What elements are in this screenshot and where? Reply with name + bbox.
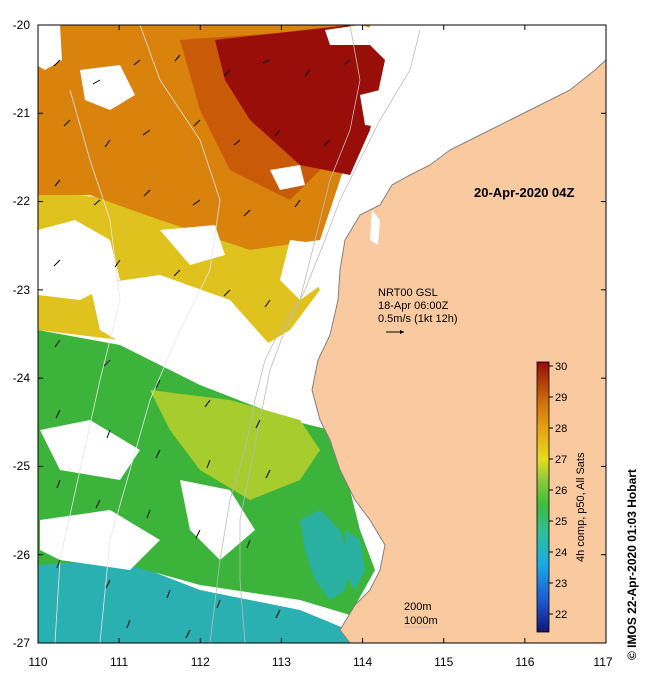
- current-scale-label: 0.5m/s (1kt 12h): [378, 313, 457, 325]
- coastline: [311, 59, 606, 643]
- current-time-label: 18-Apr 06:00Z: [378, 300, 449, 312]
- x-tick-label: 116: [515, 655, 534, 669]
- cloud-patch: [160, 225, 225, 265]
- shark-bay: [345, 530, 365, 590]
- sst-band-lime: [150, 390, 320, 500]
- y-tick-label: -20: [13, 18, 31, 32]
- depth-contour: [99, 25, 221, 643]
- y-tick-label: -24: [13, 371, 31, 385]
- y-tick-label: -25: [13, 459, 31, 473]
- cloud-patch: [80, 65, 135, 110]
- cloud-patch: [40, 420, 140, 480]
- depth-contour-label: 200m: [404, 601, 432, 613]
- colorbar-tick-label: 25: [555, 516, 567, 528]
- colorbar-title: 4h comp, p50, All Sats: [575, 452, 587, 562]
- colorbar-tick-label: 26: [555, 485, 567, 497]
- cloud-patch: [325, 25, 380, 45]
- depth-contour: [239, 29, 421, 643]
- y-tick-label: -21: [13, 106, 31, 120]
- cloud-patch: [38, 220, 120, 300]
- colorbar-tick-label: 30: [555, 361, 567, 373]
- shark-bay: [300, 510, 350, 600]
- land-mass: [312, 25, 606, 643]
- y-tick-label: -26: [13, 548, 31, 562]
- colorbar-tick-label: 24: [555, 547, 567, 559]
- cloud-patch: [360, 80, 440, 130]
- depth-contour: [54, 89, 121, 643]
- colorbar-tick-label: 27: [555, 454, 567, 466]
- depth-contour: [209, 25, 361, 643]
- y-tick-label: -23: [13, 283, 31, 297]
- sst-band-teal: [38, 555, 380, 643]
- sst-band-red: [215, 25, 385, 175]
- map-frame: [37, 24, 607, 644]
- x-tick-label: 114: [353, 655, 372, 669]
- x-tick-label: 111: [110, 655, 129, 669]
- depth-contour-label: 1000m: [404, 615, 438, 627]
- scale-arrow-icon: [386, 330, 404, 334]
- cloud-patch: [40, 510, 160, 570]
- colorbar-ticks: [549, 365, 553, 615]
- current-vectors: [53, 54, 351, 639]
- current-source-label: NRT00 GSL: [378, 287, 438, 299]
- axis-ticks: [37, 24, 607, 644]
- cloud-patch: [180, 480, 255, 560]
- x-tick-label: 110: [28, 655, 47, 669]
- colorbar-tick-label: 23: [555, 578, 567, 590]
- y-tick-label: -22: [13, 194, 31, 208]
- x-tick-label: 113: [272, 655, 291, 669]
- colorbar: [536, 361, 550, 633]
- colorbar-tick-label: 28: [555, 423, 567, 435]
- cloud-patch: [270, 165, 305, 190]
- y-tick-label: -27: [13, 636, 31, 650]
- exmouth-gulf: [370, 210, 380, 245]
- cloud-patch: [205, 330, 330, 420]
- date-label: 20-Apr-2020 04Z: [474, 185, 574, 200]
- x-tick-label: 112: [191, 655, 210, 669]
- colorbar-tick-label: 29: [555, 392, 567, 404]
- x-tick-label: 115: [434, 655, 453, 669]
- sst-field: [38, 25, 606, 643]
- colorbar-tick-label: 22: [555, 609, 567, 621]
- credit-label: © IMOS 22-Apr-2020 01:03 Hobart: [625, 469, 639, 660]
- cloud-patch: [38, 25, 62, 70]
- x-tick-label: 117: [593, 655, 612, 669]
